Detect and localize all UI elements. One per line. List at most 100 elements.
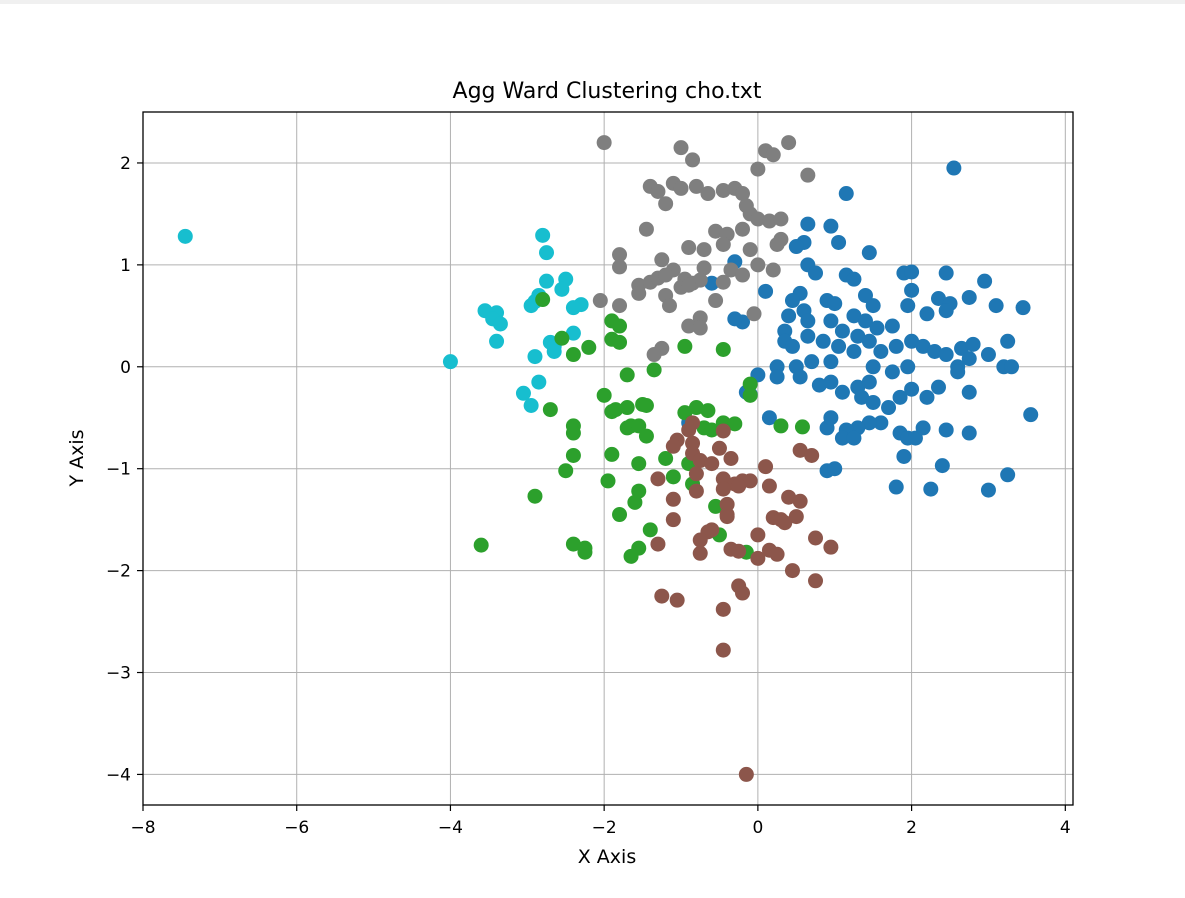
data-point [565, 536, 581, 552]
data-point [861, 374, 877, 390]
data-point [688, 466, 704, 482]
data-point [612, 318, 628, 334]
data-point [627, 494, 643, 510]
data-point [677, 338, 693, 354]
data-point [827, 461, 843, 477]
data-point [727, 311, 743, 327]
data-point [746, 306, 762, 322]
data-point [539, 273, 555, 289]
data-point [850, 328, 866, 344]
data-point [711, 440, 727, 456]
data-point [750, 161, 766, 177]
data-point [654, 252, 670, 268]
x-axis-label: X Axis [578, 846, 636, 868]
data-point [638, 398, 654, 414]
data-point [539, 245, 555, 261]
data-point [542, 402, 558, 418]
data-point [865, 394, 881, 410]
data-point [715, 481, 731, 497]
data-point [919, 306, 935, 322]
data-point [619, 367, 635, 383]
data-point [1000, 333, 1016, 349]
data-point [696, 260, 712, 276]
data-point [658, 267, 674, 283]
data-point [515, 385, 531, 401]
data-point [646, 347, 662, 363]
data-point [473, 537, 489, 553]
data-point [661, 298, 677, 314]
data-point [673, 180, 689, 196]
data-point [700, 186, 716, 202]
data-point [738, 766, 754, 782]
x-tick-label: 4 [1060, 818, 1071, 838]
data-point [642, 522, 658, 538]
data-point [596, 387, 612, 403]
data-point [761, 213, 777, 229]
data-point [750, 550, 766, 566]
data-point [546, 343, 562, 359]
data-point [715, 341, 731, 357]
data-point [619, 400, 635, 416]
data-point [846, 430, 862, 446]
data-point [654, 588, 670, 604]
data-point [769, 236, 785, 252]
data-point [838, 186, 854, 202]
data-point [673, 140, 689, 156]
data-point [892, 389, 908, 405]
data-point [442, 354, 458, 370]
data-point [938, 303, 954, 319]
data-point [857, 287, 873, 303]
data-point [177, 228, 193, 244]
data-point [834, 430, 850, 446]
data-point [784, 338, 800, 354]
data-point [565, 447, 581, 463]
y-tick-label: −2 [106, 562, 131, 582]
data-point [600, 473, 616, 489]
data-point [1015, 300, 1031, 316]
data-point [523, 298, 539, 314]
data-point [977, 273, 993, 289]
x-tick-label: −4 [438, 818, 463, 838]
data-point [865, 359, 881, 375]
data-point [727, 416, 743, 432]
data-point [554, 281, 570, 297]
data-point [681, 422, 697, 438]
data-point [1004, 359, 1020, 375]
data-point [869, 320, 885, 336]
data-point [980, 347, 996, 363]
data-point [781, 308, 797, 324]
data-point [815, 333, 831, 349]
data-point [823, 539, 839, 555]
data-point [681, 318, 697, 334]
data-point [788, 509, 804, 525]
data-point [769, 546, 785, 562]
data-point [688, 178, 704, 194]
data-point [888, 338, 904, 354]
data-point [715, 236, 731, 252]
data-point [938, 347, 954, 363]
data-point [961, 289, 977, 305]
data-point [535, 292, 551, 308]
data-point [681, 277, 697, 293]
data-point [758, 283, 774, 299]
x-tick-label: 2 [906, 818, 917, 838]
data-point [896, 448, 912, 464]
data-point [904, 282, 920, 298]
data-point [692, 320, 708, 336]
data-point [750, 257, 766, 273]
data-point [523, 398, 539, 414]
data-point [811, 377, 827, 393]
data-point [904, 264, 920, 280]
data-point [612, 259, 628, 275]
data-point [715, 182, 731, 198]
data-point [631, 456, 647, 472]
data-point [665, 438, 681, 454]
data-point [946, 160, 962, 176]
data-point [808, 573, 824, 589]
data-point [638, 428, 654, 444]
data-point [604, 404, 620, 420]
data-point [704, 275, 720, 291]
data-point [688, 483, 704, 499]
data-point [800, 167, 816, 183]
data-point [988, 298, 1004, 314]
